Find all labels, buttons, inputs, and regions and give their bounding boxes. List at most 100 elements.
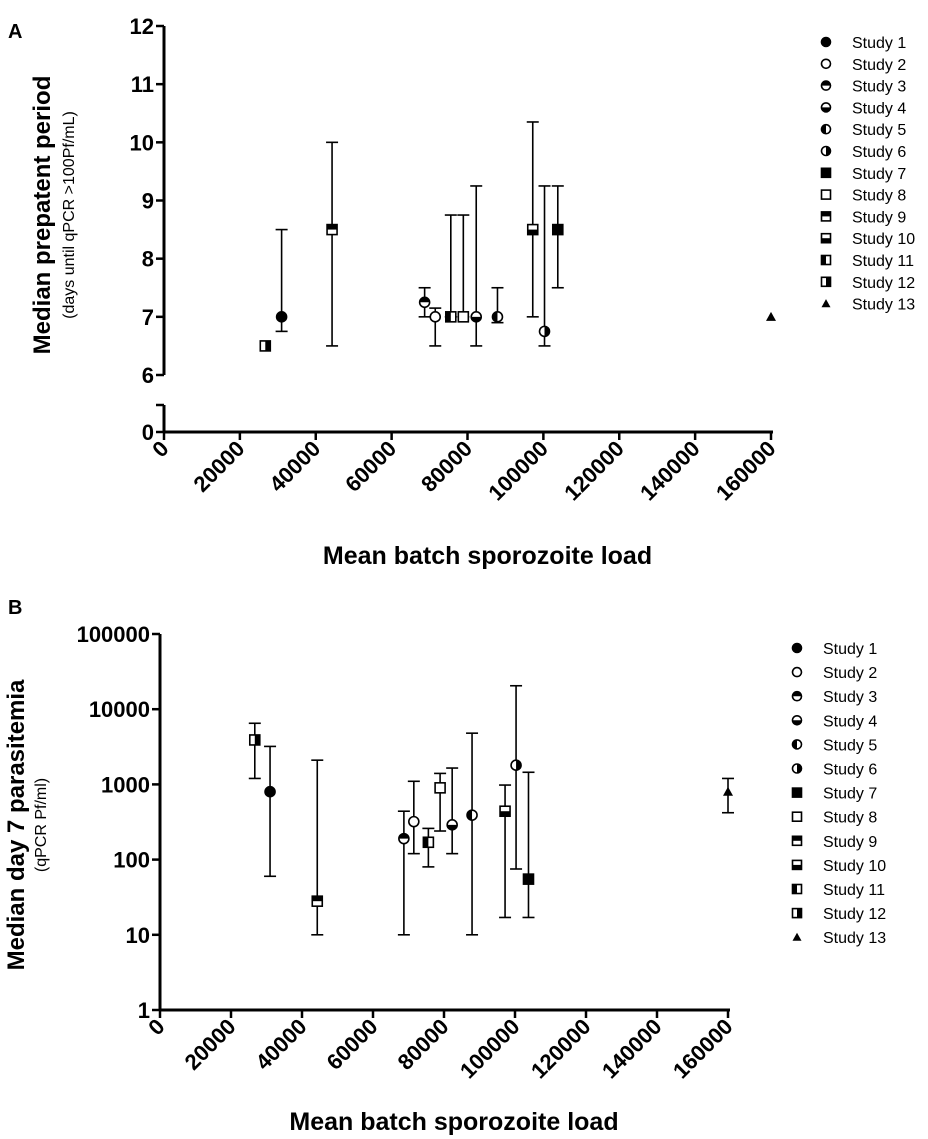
panel-a-legend-9-marker-fill — [821, 211, 831, 217]
panel-b-x-tick-label: 80000 — [393, 1014, 454, 1075]
panel-a-legend-label: Study 13 — [852, 297, 915, 314]
panel-a-y-tick-label: 0 — [142, 420, 154, 445]
panel-b-legend-label: Study 4 — [823, 713, 877, 730]
panel-b-x-tick-label: 0 — [143, 1014, 169, 1040]
panel-b-point-13-marker — [723, 786, 733, 796]
panel-a-point-8-marker — [457, 311, 470, 323]
panel-b-x-tick-label: 40000 — [251, 1014, 312, 1075]
panel-b-legend-3-marker-fill — [792, 691, 802, 697]
panel-b-series-8 — [434, 772, 447, 832]
panel-b-legend-12-marker-fill — [797, 908, 802, 918]
panel-a-legend-label: Study 12 — [852, 275, 915, 292]
panel-b-x-tick-label: 20000 — [180, 1014, 241, 1075]
panel-b-x-tick-label: 120000 — [526, 1014, 596, 1084]
panel-a-legend-10-marker-fill — [821, 238, 831, 243]
panel-b-series-9 — [311, 759, 324, 936]
panel-a-legend-label: Study 1 — [852, 35, 906, 52]
panel-a-x-tick-label: 60000 — [340, 436, 401, 497]
panel-a-letter: A — [8, 21, 22, 43]
panel-b-series-3 — [397, 810, 410, 936]
panel-a-series-7 — [551, 185, 564, 289]
panel-b-x-tick-label: 60000 — [322, 1014, 383, 1075]
panel-a-legend-label: Study 7 — [852, 166, 906, 183]
panel-b-legend-label: Study 10 — [823, 858, 886, 875]
panel-a-x-axis-title: Mean batch sporozoite load — [323, 542, 652, 570]
panel-a-x-tick-label: 40000 — [264, 436, 325, 497]
panel-b-legend-2-marker — [791, 666, 803, 678]
panel-b-series-5 — [466, 732, 479, 936]
panel-a-legend-label: Study 8 — [852, 188, 906, 205]
panel-a-legend-12-marker-fill — [826, 277, 831, 287]
panel-a-legend-label: Study 3 — [852, 79, 906, 96]
panel-b-y-tick-label: 10 — [126, 923, 150, 948]
panel-a-point-9-marker-fill — [327, 224, 338, 230]
panel-a-x-tick-label: 80000 — [416, 436, 477, 497]
panel-b-point-3-marker-fill — [398, 833, 409, 839]
panel-b-point-10-marker-fill — [500, 811, 511, 817]
panel-b-x-tick-label: 100000 — [455, 1014, 525, 1084]
panel-b-y-tick-label: 1000 — [101, 772, 150, 797]
panel-b-legend-label: Study 7 — [823, 786, 877, 803]
panel-b-legend-8-marker — [791, 811, 803, 823]
panel-b-point-7-marker — [522, 873, 535, 885]
panel-b-x-tick-label: 140000 — [597, 1014, 667, 1084]
panel-b-legend-6-marker-fill — [797, 764, 802, 773]
panel-b-legend-label: Study 1 — [823, 641, 877, 658]
panel-b-legend-label: Study 6 — [823, 762, 877, 779]
panel-a-point-11-marker-fill — [445, 311, 451, 322]
panel-b-series-2 — [407, 780, 420, 855]
panel-b-y-tick-label: 1 — [138, 998, 150, 1023]
panel-a-point-12-marker-fill — [265, 340, 271, 351]
panel-b-point-6-marker-fill — [516, 760, 522, 771]
panel-a-point-10-marker-fill — [527, 229, 538, 235]
panel-b-letter: B — [8, 597, 22, 619]
panel-b-legend-4-marker-fill — [792, 720, 802, 725]
panel-a-legend-label: Study 6 — [852, 144, 906, 161]
panel-b-legend-9-marker-fill — [792, 836, 802, 841]
panel-b-series-10 — [499, 784, 512, 919]
panel-a-legend-13-marker — [821, 299, 831, 308]
panel-a-series-5 — [491, 286, 504, 324]
panel-a-series-1 — [275, 228, 288, 333]
panel-a-point-3-marker-fill — [419, 297, 430, 303]
panel-b-legend-7-marker — [791, 787, 803, 798]
panel-b-point-2-marker — [408, 815, 420, 828]
panel-b-y-tick-label: 100 — [113, 848, 150, 873]
panel-a-y-tick-label: 8 — [142, 247, 154, 272]
panel-a-y-tick-label: 12 — [130, 14, 154, 39]
panel-a-x-tick-label: 100000 — [483, 436, 553, 506]
panel-a-series-12 — [259, 340, 272, 352]
panel-a-legend-label: Study 5 — [852, 122, 906, 139]
panel-a-legend-label: Study 9 — [852, 209, 906, 226]
panel-a-legend-3-marker-fill — [821, 81, 831, 86]
panel-a-x-tick-label: 120000 — [559, 436, 629, 506]
panel-a-legend-1-marker — [820, 36, 832, 48]
panel-a-legend-2-marker — [820, 58, 832, 70]
panel-b-legend-label: Study 9 — [823, 834, 877, 851]
panel-a-legend-5-marker-fill — [821, 124, 826, 134]
panel-b-x-tick-label: 160000 — [668, 1014, 738, 1084]
panel-a-x-tick-label: 0 — [147, 436, 173, 462]
panel-a-series-8 — [457, 214, 470, 323]
panel-a-legend-7-marker — [820, 167, 832, 179]
panel-b-point-11-marker-fill — [423, 837, 429, 848]
panel-b-legend-label: Study 3 — [823, 689, 877, 706]
panel-b-y-tick-label: 100000 — [77, 622, 150, 647]
panel-a-series-4 — [470, 185, 483, 347]
panel-a-y-tick-label: 9 — [142, 189, 154, 214]
panel-a-series-3 — [418, 286, 431, 318]
panel-b-point-4-marker-fill — [447, 824, 458, 830]
panel-b-series-12 — [248, 722, 261, 780]
panel-a-y-tick-label: 10 — [130, 130, 154, 155]
panel-b-x-axis-title: Mean batch sporozoite load — [289, 1108, 618, 1136]
panel-a-legend-11-marker-fill — [821, 255, 826, 265]
panel-b-series-7 — [522, 771, 535, 919]
panel-b-legend-5-marker-fill — [792, 739, 797, 749]
panel-a-y-tick-label: 7 — [142, 305, 154, 330]
panel-b-point-1-marker — [264, 785, 276, 798]
panel-a-y-tick-label: 6 — [142, 363, 154, 388]
panel-b-legend-label: Study 13 — [823, 930, 886, 947]
panel-b-legend-label: Study 12 — [823, 906, 886, 923]
panel-a-x-tick-label: 140000 — [635, 436, 705, 506]
panel-b-legend-11-marker-fill — [792, 884, 797, 894]
